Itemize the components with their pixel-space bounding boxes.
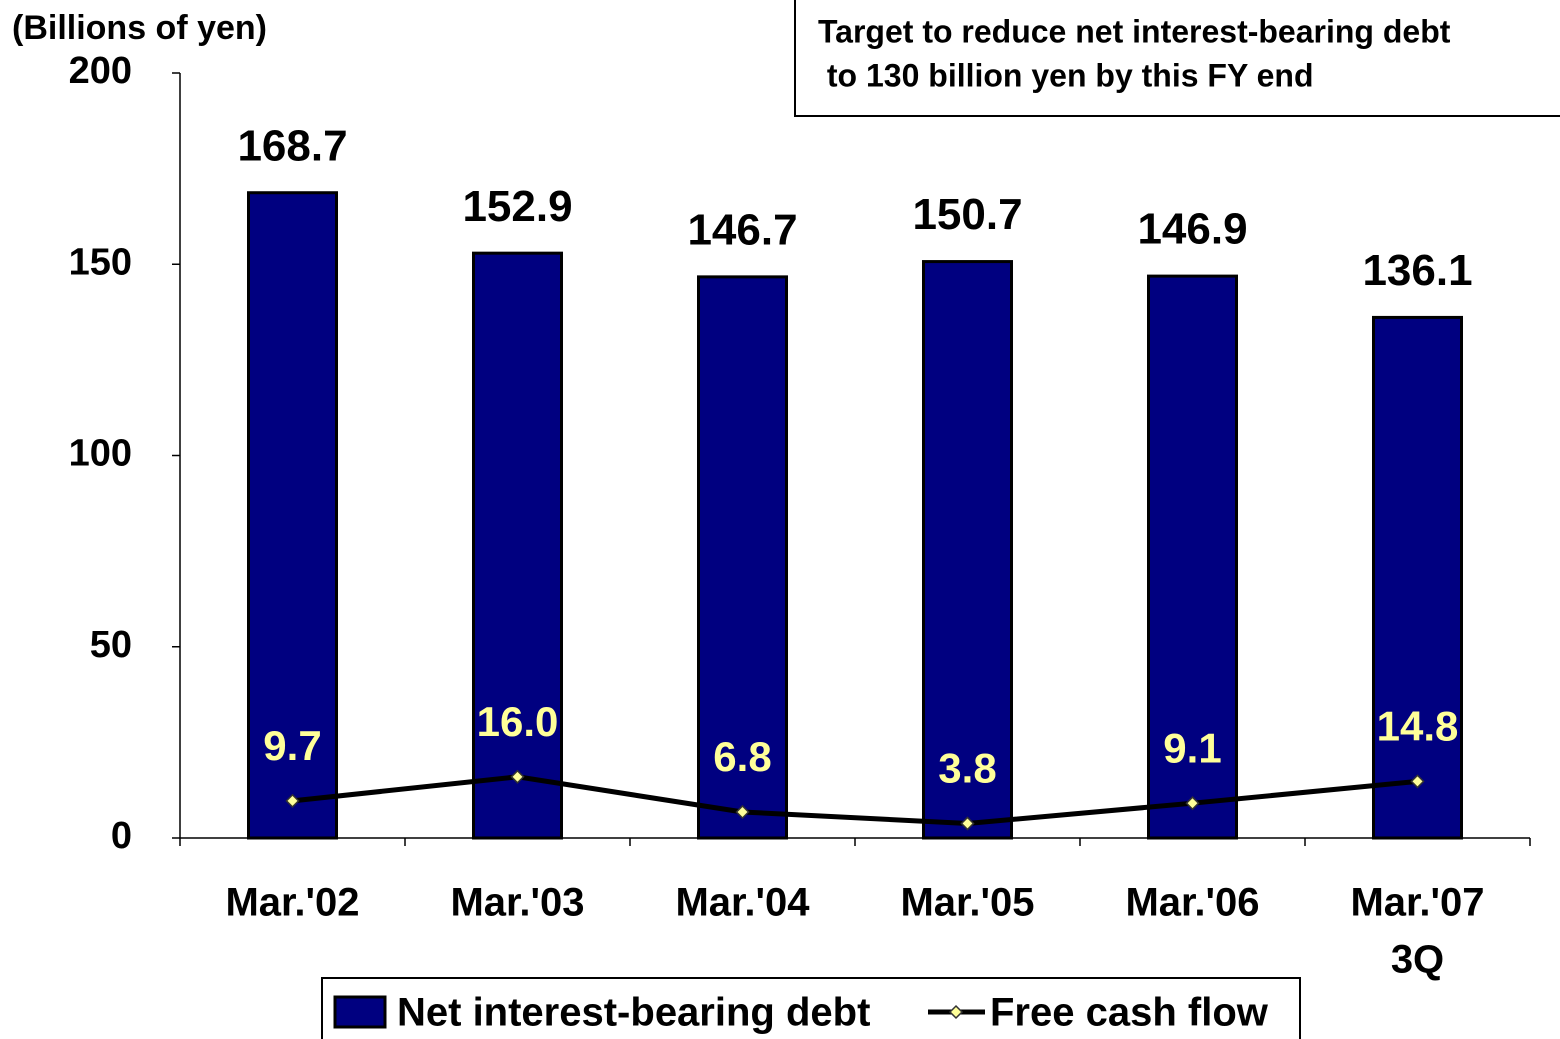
y-tick-label: 200 xyxy=(69,50,132,92)
legend-box xyxy=(321,977,1301,1039)
line-value-label: 16.0 xyxy=(477,698,559,745)
line-marker xyxy=(960,816,975,831)
bar xyxy=(1147,274,1238,840)
bar-value-label: 136.1 xyxy=(1362,246,1472,295)
legend-label: Free cash flow xyxy=(990,991,1269,1035)
line-value-label: 6.8 xyxy=(713,733,771,780)
y-tick-label: 0 xyxy=(111,815,132,857)
bar-value-label: 146.7 xyxy=(687,205,797,254)
line-marker xyxy=(1410,774,1425,789)
bar-value-label: 152.9 xyxy=(462,182,572,231)
y-tick-label: 50 xyxy=(90,624,132,666)
y-tick-label: 100 xyxy=(69,433,132,475)
bar xyxy=(922,260,1013,840)
line xyxy=(292,774,1418,826)
line-marker xyxy=(510,769,525,784)
legend-swatch xyxy=(333,995,387,1029)
bar xyxy=(1372,315,1463,840)
x-tick-label: Mar.'05 xyxy=(900,881,1034,925)
x-tick-label: Mar.'04 xyxy=(675,881,810,925)
bar xyxy=(247,191,338,840)
annotation: to 130 billion yen by this FY end xyxy=(818,57,1314,93)
y-tick-label: 150 xyxy=(69,241,132,283)
line-marker xyxy=(285,793,300,808)
bar-value-label: 146.9 xyxy=(1137,205,1247,254)
x-tick-label: Mar.'06 xyxy=(1125,881,1259,925)
legend-label: Net interest-bearing debt xyxy=(397,991,870,1035)
bar xyxy=(472,251,563,840)
x-tick-label: Mar.'03 xyxy=(450,881,584,925)
x-tick-label: 3Q xyxy=(1391,938,1444,982)
y-axis-label: (Billions of yen) xyxy=(12,9,267,47)
bar-value-label: 168.7 xyxy=(237,121,347,170)
line-marker xyxy=(1185,796,1200,811)
bar xyxy=(697,275,788,840)
line-value-label: 9.7 xyxy=(263,722,321,769)
x-tick-label: Mar.'07 xyxy=(1350,881,1484,925)
bar-value-label: 150.7 xyxy=(912,190,1022,239)
line-marker xyxy=(735,804,750,820)
x-tick-label: Mar.'02 xyxy=(225,881,359,925)
annotation: Target to reduce net interest-bearing de… xyxy=(818,13,1451,49)
line-value-label: 3.8 xyxy=(938,745,996,792)
legend-marker xyxy=(948,1004,964,1020)
line-value-label: 9.1 xyxy=(1163,724,1221,771)
annotation-box xyxy=(794,0,1560,117)
line-value-label: 14.8 xyxy=(1377,702,1459,749)
